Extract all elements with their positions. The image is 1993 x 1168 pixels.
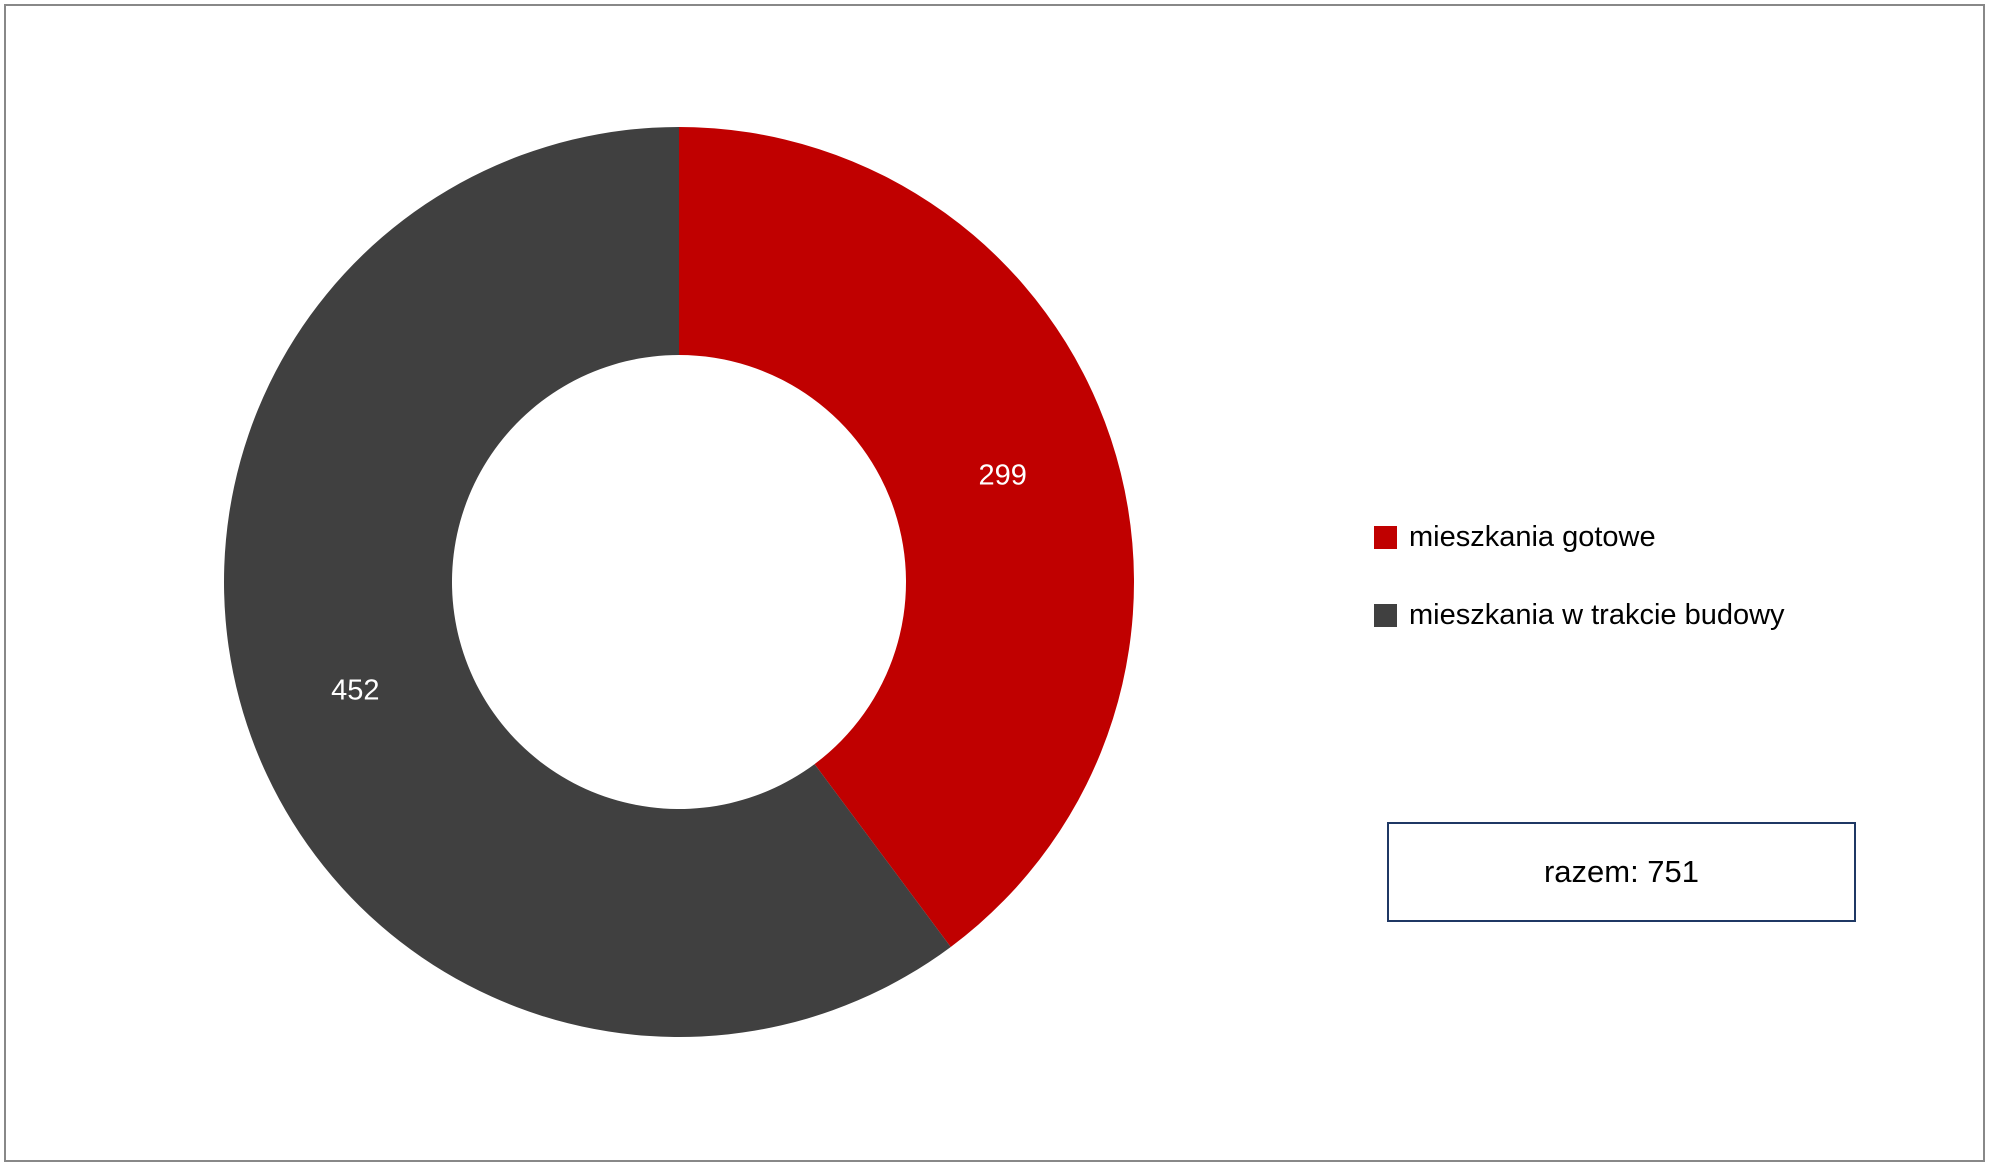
- data-label-1: 299: [978, 460, 1026, 492]
- legend-label: mieszkania w trakcie budowy: [1409, 599, 1785, 631]
- chart-frame: [4, 4, 1985, 1162]
- legend-swatch: [1374, 526, 1397, 549]
- legend-item-ready: mieszkania gotowe: [1374, 521, 1656, 554]
- total-box: razem: 751: [1387, 822, 1856, 922]
- legend-label: mieszkania gotowe: [1409, 521, 1656, 553]
- data-label-2: 452: [331, 674, 379, 706]
- total-label: razem: 751: [1543, 854, 1700, 889]
- donut-slice-2: [224, 127, 951, 1037]
- donut-slice-1: [679, 127, 1135, 947]
- legend-swatch: [1374, 604, 1397, 627]
- legend-item-under-construction: mieszkania w trakcie budowy: [1374, 599, 1785, 632]
